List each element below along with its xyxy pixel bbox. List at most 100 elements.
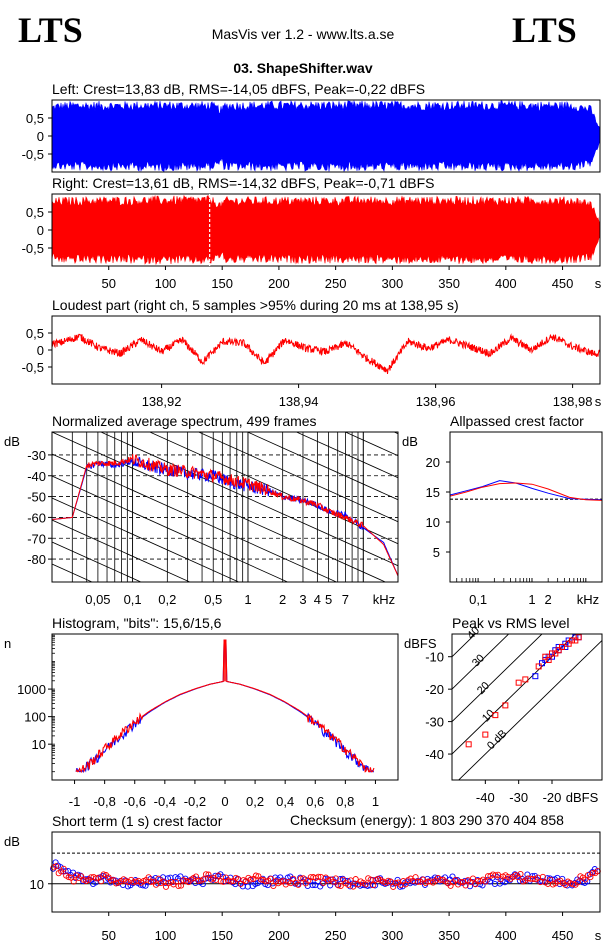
peak-vs-rms-point-right [482,731,489,738]
loudest-part-title: Loudest part (right ch, 5 samples >95% d… [52,297,459,313]
peak-vs-rms-point-right [559,643,565,650]
avg-spectrum-xtick-label: 5 [325,592,332,607]
short-term-crest-point-right [202,871,210,878]
histogram-xtick-label: -1 [69,794,81,809]
allpassed-crest-title: Allpassed crest factor [450,413,584,429]
left-waveform-title: Left: Crest=13,83 dB, RMS=-14,05 dBFS, P… [52,81,425,97]
avg-spectrum-title: Normalized average spectrum, 499 frames [52,413,317,429]
histogram-xtick-label: -0,2 [184,794,206,809]
checksum-label: Checksum (energy): 1 803 290 370 404 858 [290,812,564,828]
peak-vs-rms-diag [452,634,576,755]
left-waveform-ytick-label: 0,5 [26,111,44,126]
peak-vs-rms-diag-label: 10 [480,707,497,724]
avg-spectrum-diag [52,453,338,582]
short-term-crest-point-left [169,878,176,886]
histogram-xtick-label: 0 [221,794,228,809]
short-term-crest-point-right [412,874,419,881]
short-term-crest-ytick-label: 10 [30,877,44,892]
histogram-xtick-label: 1 [372,794,379,809]
peak-vs-rms-point-right [515,679,522,686]
short-term-crest-yunit: dB [4,834,20,849]
short-term-crest-point-right [200,876,207,883]
short-term-crest-point-right [517,870,524,878]
short-term-crest-point-left [309,882,316,889]
short-term-crest-point-right [492,872,499,879]
avg-spectrum-diag [99,432,398,567]
short-term-crest-xtick-label: 450 [552,928,574,943]
short-term-crest-point-right [452,876,459,883]
peak-vs-rms-diag-label: 0 dB [485,728,509,752]
histogram-ytick-label: 10 [32,737,46,752]
short-term-crest-xtick-label: 50 [101,928,115,943]
avg-spectrum-xtick-label: 7 [342,592,349,607]
peak-vs-rms-frame [451,633,603,781]
peak-vs-rms-point-left [572,634,579,641]
avg-spectrum-ytick-label: -40 [27,469,46,484]
left-waveform-waveform [51,99,601,173]
peak-vs-rms-point-right [565,640,572,647]
loudest-part-xtick-unit: s [595,394,602,409]
short-term-crest-point-right [362,881,369,888]
short-term-crest-point-right [350,883,357,890]
short-term-crest-point-right [337,882,344,890]
short-term-crest-point-left [334,881,341,888]
avg-spectrum-xtick-label: 3 [299,592,306,607]
short-term-crest-point-right [370,882,377,889]
short-term-crest-point-right [482,878,489,885]
right-waveform-xtick-label: 300 [382,276,404,291]
avg-spectrum-xtick-label: 4 [314,592,321,607]
allpassed-crest-frame [449,431,603,583]
peak-vs-rms-point-left [565,637,572,644]
avg-spectrum-ytick-label: -50 [27,490,46,505]
right-waveform-xtick-label: 200 [268,276,290,291]
short-term-crest-point-right [227,878,234,885]
loudest-part-ytick-label: -0,5 [22,360,44,375]
allpassed-crest-ytick-label: 15 [426,485,440,500]
histogram-xtick-label: 0,6 [306,794,324,809]
allpassed-crest-series-right [449,482,603,501]
histogram-xtick-label: 0,2 [246,794,264,809]
peak-vs-rms-point-left [562,640,569,647]
peak-vs-rms-point-left [562,643,569,650]
right-waveform-xtick-label: 450 [552,276,574,291]
short-term-crest-point-right [60,865,67,872]
avg-spectrum-series-right [52,453,398,577]
short-term-crest-point-right [162,883,170,890]
allpassed-crest-xtick-label: 1 [528,592,535,607]
peak-vs-rms-point-right [502,702,509,709]
loudest-part-line [51,333,601,375]
allpassed-crest-grid [449,578,603,582]
short-term-crest-point-right [277,878,284,885]
allpassed-crest-xunit: kHz [577,592,599,607]
right-waveform-ytick-label: 0,5 [26,205,44,220]
peak-vs-rms-point-left [542,656,549,663]
histogram-xtick-label: -0,6 [124,794,146,809]
short-term-crest-xtick-unit: s [595,928,602,943]
loudest-part-ytick-label: 0 [37,343,44,358]
peak-vs-rms-point-right [569,637,575,644]
short-term-crest-xtick-label: 150 [211,928,233,943]
peak-vs-rms-point-right [572,637,579,644]
short-term-crest-point-right [297,875,304,882]
avg-spectrum-diagonals [52,432,398,582]
right-waveform-waveform [51,194,601,266]
allpassed-crest-ytick-label: 5 [433,545,440,560]
short-term-crest-point-right [217,878,224,885]
peak-vs-rms-ytick-label: -10 [425,650,444,665]
checksum-caption: Checksum (energy): [290,812,417,828]
file-name: 03. ShapeShifter.wav [233,60,373,76]
short-term-crest-point-right [462,882,469,889]
avg-spectrum-series-left [52,456,398,576]
short-term-crest-point-right [147,878,155,885]
peak-vs-rms-ytick-label: -40 [425,747,444,762]
short-term-crest-point-right [215,872,222,879]
peak-vs-rms-point-right [545,656,552,663]
loudest-part-ytick-label: 0,5 [26,326,44,341]
histogram-ytick-label: 1000 [17,682,46,697]
histogram-xtick-label: -0,8 [93,794,115,809]
right-waveform-xtick-label: 250 [325,276,347,291]
right-waveform-xtick-label: 150 [211,276,233,291]
logo-left: LTS [18,10,83,50]
short-term-crest-point-left [319,880,326,887]
avg-spectrum-diag [246,432,398,501]
